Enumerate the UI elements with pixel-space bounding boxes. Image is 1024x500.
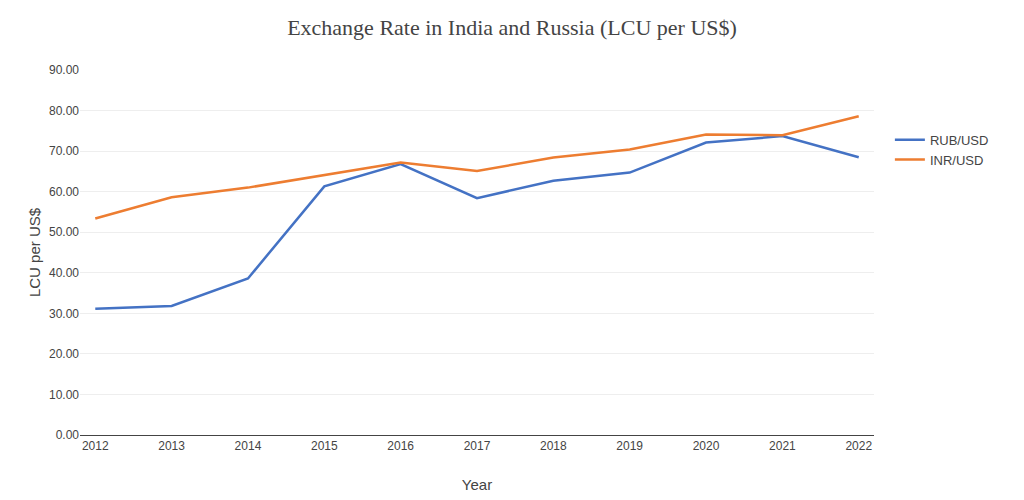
svg-text:2013: 2013 xyxy=(158,439,185,453)
svg-text:50.00: 50.00 xyxy=(49,225,79,239)
svg-text:40.00: 40.00 xyxy=(49,266,79,280)
svg-text:90.00: 90.00 xyxy=(49,63,79,77)
svg-text:2017: 2017 xyxy=(464,439,491,453)
svg-text:LCU per US$: LCU per US$ xyxy=(26,207,43,297)
svg-text:2022: 2022 xyxy=(845,439,872,453)
svg-text:Exchange Rate in India and Rus: Exchange Rate in India and Russia (LCU p… xyxy=(287,15,737,40)
svg-text:0.00: 0.00 xyxy=(56,428,80,442)
svg-text:2019: 2019 xyxy=(616,439,643,453)
svg-text:2016: 2016 xyxy=(387,439,414,453)
svg-text:30.00: 30.00 xyxy=(49,307,79,321)
svg-text:2014: 2014 xyxy=(235,439,262,453)
svg-text:10.00: 10.00 xyxy=(49,388,79,402)
svg-text:60.00: 60.00 xyxy=(49,185,79,199)
svg-text:RUB/USD: RUB/USD xyxy=(930,133,989,148)
svg-text:80.00: 80.00 xyxy=(49,104,79,118)
svg-text:INR/USD: INR/USD xyxy=(930,153,983,168)
svg-text:2018: 2018 xyxy=(540,439,567,453)
svg-text:2015: 2015 xyxy=(311,439,338,453)
svg-text:20.00: 20.00 xyxy=(49,347,79,361)
svg-text:Year: Year xyxy=(462,476,492,493)
svg-text:70.00: 70.00 xyxy=(49,144,79,158)
svg-text:2012: 2012 xyxy=(82,439,109,453)
svg-text:2021: 2021 xyxy=(769,439,796,453)
svg-text:2020: 2020 xyxy=(693,439,720,453)
